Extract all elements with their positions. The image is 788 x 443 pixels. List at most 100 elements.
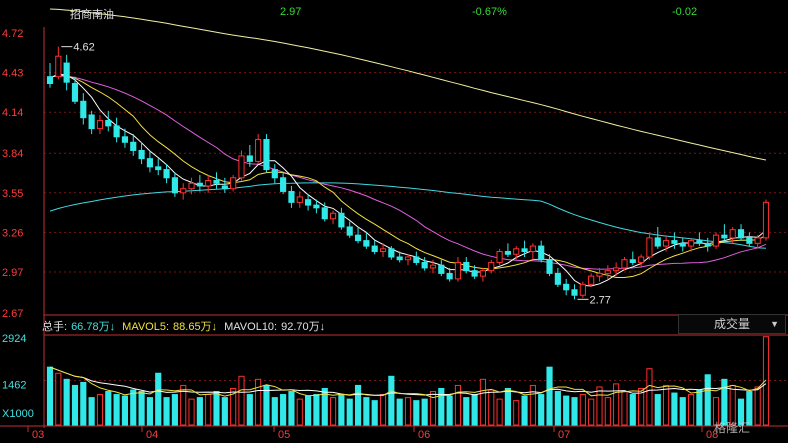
volume-bar-down [421, 398, 428, 426]
volume-bar-down [71, 384, 79, 426]
candle-down [438, 264, 445, 274]
ma-long-line [49, 8, 767, 161]
candle-up [762, 201, 770, 239]
volume-bar-up [496, 398, 503, 426]
volume-bar-up [488, 389, 495, 426]
candle-up [496, 251, 503, 263]
volume-bar-up [238, 375, 245, 426]
candle-up [712, 234, 720, 247]
candle-down [271, 169, 278, 179]
volume-bar-up [754, 386, 761, 426]
candle-down [196, 182, 203, 187]
candle-up [230, 177, 237, 190]
mavol10-value: 92.70万↓ [281, 321, 326, 333]
candle-down [263, 139, 270, 171]
candle-up [488, 261, 495, 272]
ma10-line [49, 74, 767, 278]
volume-bar-down [138, 391, 145, 426]
volume-bar-down [679, 397, 686, 426]
volume-bar-up [663, 384, 670, 426]
candle-down [563, 283, 570, 291]
price-change: -0.02 [672, 6, 698, 18]
volume-bar-up [329, 397, 337, 426]
candle-up [296, 196, 303, 203]
volume-bar-up [404, 397, 412, 426]
candle-down [121, 136, 129, 143]
candle-down [138, 149, 145, 160]
volume-bar-up [454, 384, 462, 426]
volume-bar-down [554, 391, 561, 426]
candle-down [313, 204, 320, 209]
volume-bar-up [596, 386, 603, 426]
volume-bar-up [55, 372, 62, 426]
candle-up [205, 180, 212, 187]
volume-bar-down [221, 397, 228, 426]
x-tick-label: 05 [278, 429, 290, 441]
candle-down [413, 256, 420, 263]
y-tick-label: 4.14 [2, 107, 23, 119]
candle-down [221, 185, 228, 190]
candle-down [679, 242, 686, 247]
y-tick-label: 4.43 [2, 68, 23, 80]
total-volume-value: 66.78万↓ [71, 321, 116, 333]
y-tick-label: 2.67 [2, 308, 23, 320]
y-tick-label: 4.72 [2, 28, 23, 40]
volume-bar-down [446, 395, 453, 426]
candle-down [538, 245, 545, 261]
candle-down [704, 242, 711, 247]
volume-bar-down [363, 397, 370, 426]
volume-info-bar: 总手: 66.78万↓ MAVOL5: 88.65万↓ MAVOL10: 92.70万… [42, 318, 329, 334]
volume-bar-down [671, 392, 678, 426]
volume-bar-up [429, 391, 437, 426]
candle-down [80, 100, 87, 119]
candle-down [571, 289, 578, 296]
candle-down [213, 180, 220, 184]
candle-down [63, 62, 70, 83]
mavol5-value: 88.65万↓ [173, 321, 218, 333]
candle-down [654, 237, 661, 247]
volume-y-label: 1462 [2, 380, 26, 392]
ma20-line [49, 75, 767, 270]
candle-up [687, 240, 695, 247]
candle-down [71, 83, 79, 102]
volume-bar-down [388, 375, 395, 426]
grid-lines [44, 72, 788, 381]
ma5-line [49, 73, 767, 287]
volume-bar-down [538, 394, 545, 426]
chevron-down-icon: ▼ [770, 319, 779, 329]
volume-bar-down [263, 384, 270, 426]
candle-up [638, 256, 645, 263]
volume-bar-down [471, 394, 478, 426]
volume-bar-down [571, 397, 578, 426]
stock-name: 招商南油 [70, 9, 114, 21]
volume-bar-down [546, 366, 553, 426]
candle-down [388, 248, 395, 258]
ma60-line [49, 182, 767, 249]
volume-bar-up [230, 387, 237, 426]
volume-bar-down [163, 397, 170, 426]
candle-down [288, 190, 295, 203]
volume-bar-up [379, 394, 387, 426]
candle-down [521, 248, 528, 253]
candle-up [404, 256, 412, 261]
y-tick-label: 2.97 [2, 267, 23, 279]
indicator-select-value: 成交量 [713, 317, 750, 331]
mavol10-label: MAVOL10: [224, 321, 278, 333]
volume-bar-down [305, 395, 312, 426]
volume-bar-down [737, 398, 745, 426]
candle-up [96, 119, 104, 130]
volume-bar-down [288, 391, 295, 426]
candle-down [504, 251, 511, 255]
candle-down [113, 125, 120, 138]
candle-down [546, 259, 553, 274]
volume-bar-down [704, 374, 711, 426]
indicator-select[interactable]: 成交量 ▼ [678, 314, 786, 334]
candle-down [163, 169, 170, 179]
candle-down [130, 141, 137, 151]
candle-down [554, 272, 561, 285]
candle-down [88, 114, 95, 130]
x-tick-label: 04 [146, 429, 158, 441]
volume-bar-up [579, 394, 586, 426]
candle-up [188, 182, 195, 190]
